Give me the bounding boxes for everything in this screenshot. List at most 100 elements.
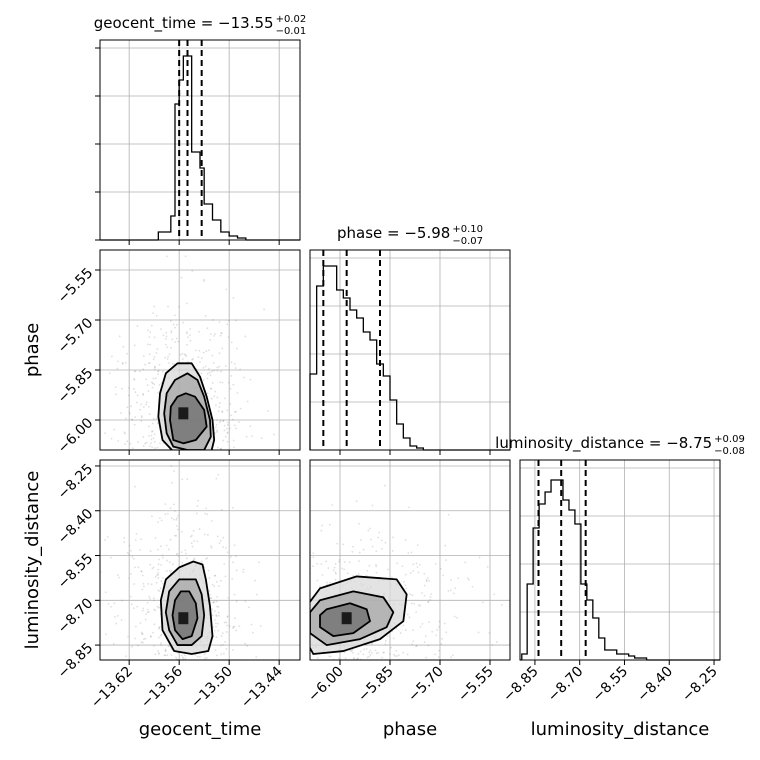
scatter-point <box>486 566 489 568</box>
scatter-point <box>291 522 293 524</box>
scatter-point <box>221 461 223 463</box>
scatter-point <box>140 403 143 406</box>
scatter-point <box>189 334 191 336</box>
scatter-point <box>310 677 312 679</box>
scatter-point <box>342 692 344 694</box>
scatter-point <box>223 691 225 693</box>
scatter-point <box>157 649 159 652</box>
scatter-point <box>181 480 183 482</box>
scatter-point <box>163 508 165 510</box>
density-peak <box>178 407 189 420</box>
scatter-point <box>460 725 462 727</box>
scatter-point <box>416 544 419 546</box>
scatter-point <box>173 515 175 517</box>
scatter-point <box>168 477 170 479</box>
scatter-point <box>139 370 141 373</box>
scatter-point <box>158 661 160 663</box>
scatter-point <box>157 589 160 592</box>
scatter-point <box>335 715 337 717</box>
scatter-point <box>142 686 144 688</box>
x-tick-label: −13.50 <box>188 664 236 712</box>
scatter-point <box>211 370 214 373</box>
scatter-point <box>181 478 184 481</box>
scatter-point <box>208 590 211 592</box>
scatter-point <box>125 417 127 420</box>
scatter-point <box>290 621 292 623</box>
scatter-point <box>189 457 191 459</box>
scatter-point <box>174 476 176 478</box>
scatter-point <box>241 452 243 454</box>
scatter-point <box>316 656 319 659</box>
scatter-point <box>198 667 200 669</box>
scatter-point <box>194 499 196 501</box>
scatter-point <box>366 656 369 659</box>
scatter-point <box>187 696 189 698</box>
scatter-point <box>128 577 131 580</box>
scatter-point <box>124 432 127 435</box>
scatter-point <box>190 542 193 545</box>
scatter-point <box>200 512 202 514</box>
scatter-point <box>284 719 286 721</box>
scatter-point <box>237 678 239 680</box>
scatter-point <box>175 518 178 521</box>
scatter-point <box>126 406 129 409</box>
scatter-point <box>141 609 144 612</box>
scatter-point <box>150 713 152 715</box>
scatter-point <box>162 556 164 559</box>
scatter-point <box>340 686 342 688</box>
scatter-point <box>256 593 258 596</box>
scatter-point <box>216 561 218 563</box>
scatter-point <box>133 388 135 390</box>
scatter-point <box>116 367 119 370</box>
scatter-point <box>147 329 149 332</box>
scatter-point <box>160 519 163 522</box>
scatter-point <box>370 643 373 645</box>
scatter-point <box>355 500 358 503</box>
scatter-point <box>216 605 218 608</box>
scatter-point <box>317 716 319 718</box>
scatter-point <box>134 625 137 628</box>
scatter-point <box>501 604 503 606</box>
scatter-point <box>157 373 160 376</box>
scatter-point <box>197 477 199 479</box>
scatter-point <box>121 362 124 365</box>
y-tick-label: −5.85 <box>55 365 97 407</box>
grid <box>100 40 300 240</box>
scatter-point <box>201 675 203 677</box>
panel-frame <box>99 459 301 661</box>
scatter-point <box>207 669 209 671</box>
scatter-point <box>140 415 143 418</box>
scatter-point <box>196 655 199 658</box>
scatter-point <box>152 644 155 647</box>
scatter-point <box>387 568 389 571</box>
scatter-point <box>244 335 247 338</box>
scatter-point <box>285 707 287 709</box>
scatter-point <box>164 475 166 477</box>
scatter-point <box>133 423 136 426</box>
scatter-point <box>223 621 226 624</box>
scatter-point <box>206 377 209 380</box>
scatter-point <box>238 421 240 423</box>
scatter-point <box>437 649 440 652</box>
scatter-point <box>369 662 371 664</box>
scatter-point <box>338 657 340 660</box>
scatter-point <box>208 667 210 669</box>
scatter-point <box>290 666 292 668</box>
scatter-point <box>220 331 222 334</box>
scatter-point <box>162 483 164 485</box>
scatter-point <box>165 709 167 711</box>
scatter-point <box>394 695 396 697</box>
scatter-point <box>315 711 317 713</box>
scatter-point <box>299 681 301 683</box>
scatter-point <box>456 616 458 619</box>
scatter-point <box>297 631 299 633</box>
scatter-point <box>226 323 229 326</box>
scatter-point <box>253 605 255 607</box>
scatter-point <box>481 601 484 604</box>
scatter-point <box>247 716 249 718</box>
scatter-point <box>423 594 426 597</box>
scatter-point <box>404 573 407 576</box>
scatter-point <box>208 371 211 374</box>
scatter-point <box>144 455 146 457</box>
scatter-point <box>222 551 224 553</box>
